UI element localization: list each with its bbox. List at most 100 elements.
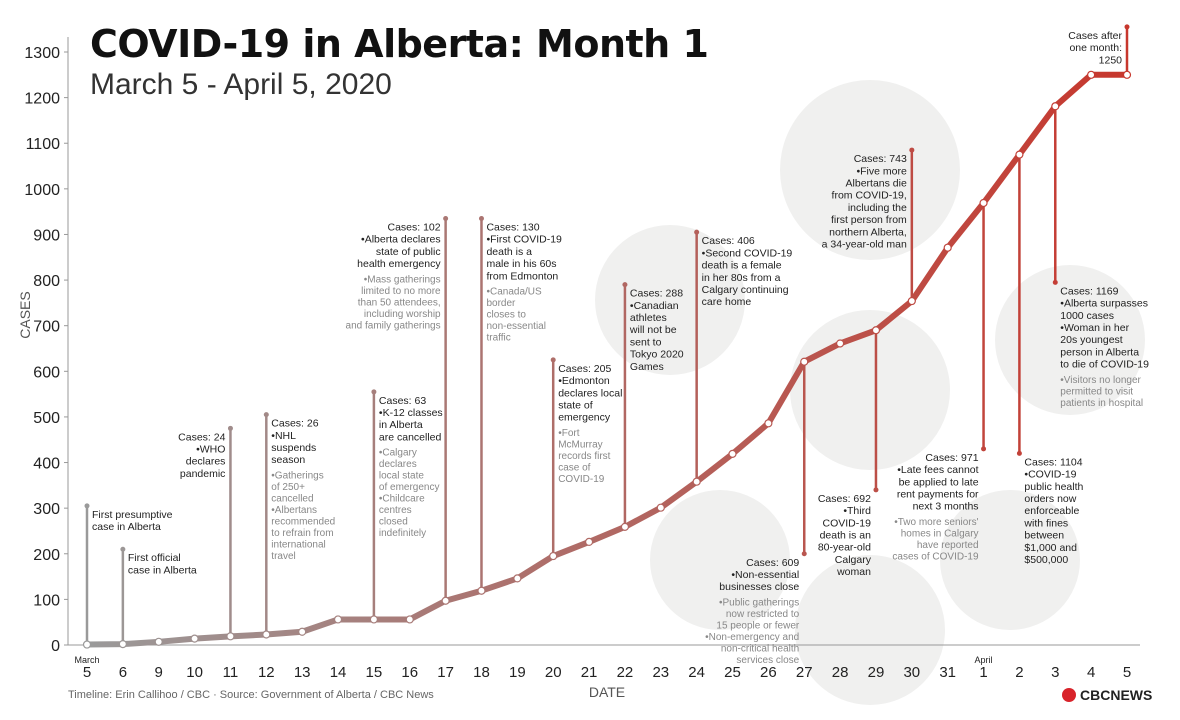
annotation-text: Cases: 24 — [178, 431, 225, 443]
annotation-text: Cases: 406 — [702, 235, 755, 247]
annotation-text: Cases: 288 — [630, 288, 683, 300]
x-tick-label: 11 — [223, 664, 239, 681]
annotation-text: $1,000 and — [1024, 542, 1077, 554]
annotation-text: •Alberta surpasses — [1060, 298, 1148, 310]
annotation-text: •NHL — [271, 430, 296, 442]
annotation-text: •Third — [843, 505, 871, 517]
annotation-text: Calgary continuing — [702, 284, 789, 296]
data-point — [728, 449, 737, 458]
annotation-note: of 250+ — [271, 482, 305, 493]
credit-line: Timeline: Erin Callihoo / CBC · Source: … — [68, 689, 434, 701]
annotation-text: •First COVID-19 — [486, 234, 562, 246]
annotation-text: athletes — [630, 312, 667, 324]
x-tick-label: 29 — [868, 664, 885, 681]
annotation-text: Cases: 205 — [558, 363, 611, 375]
annotation-stem-end — [1124, 24, 1130, 30]
annotation-text: in her 80s from a — [702, 272, 781, 284]
annotation-text: •Canadian — [630, 300, 679, 312]
y-tick-label: 1200 — [24, 91, 60, 108]
annotation-note: non-critical health — [721, 643, 799, 654]
annotation-note: cases of COVID-19 — [892, 551, 979, 562]
data-point — [298, 627, 307, 636]
chart-title: COVID-19 in Alberta: Month 1 — [90, 22, 709, 66]
annotation-text: northern Alberta, — [829, 226, 907, 238]
y-tick-label: 400 — [33, 456, 60, 473]
data-point — [441, 596, 450, 605]
y-tick-label: 200 — [33, 547, 60, 564]
data-point — [262, 630, 271, 639]
x-tick-label: 19 — [509, 664, 526, 681]
data-point — [1051, 102, 1060, 111]
annotation-text: rent payments for — [897, 488, 979, 500]
annotation-text: care home — [702, 296, 752, 308]
annotation-text: to die of COVID-19 — [1060, 359, 1149, 371]
x-tick-label: 4 — [1087, 664, 1095, 681]
x-tick-label: 31 — [939, 664, 956, 681]
x-tick-label: 9 — [155, 664, 163, 681]
annotation-text: declares — [186, 456, 226, 468]
annotation-note: •Childcare — [379, 494, 425, 505]
annotation-note: records first — [558, 451, 610, 462]
x-tick-label: 5 — [1123, 664, 1131, 681]
cases-line — [84, 71, 1130, 648]
x-tick-label: 1 — [979, 664, 987, 681]
y-tick-label: 900 — [33, 227, 60, 244]
annotation-text: Cases: 1169 — [1060, 285, 1118, 297]
annotation-note: closes to — [486, 309, 526, 320]
annotation-stem-end — [801, 551, 807, 557]
x-tick-label: 10 — [186, 664, 203, 681]
annotation-text: COVID-19 — [823, 517, 872, 529]
data-point — [800, 357, 809, 366]
annotation-note: border — [486, 298, 516, 309]
annotation-text: public health — [1024, 481, 1083, 493]
annotation-text: death is a female — [702, 260, 782, 272]
data-point — [118, 639, 127, 649]
data-point — [692, 477, 701, 486]
y-tick-label: 100 — [33, 592, 60, 609]
annotation-note: now restricted to — [726, 609, 800, 620]
x-tick-label: 23 — [652, 664, 669, 681]
x-tick-label: 21 — [581, 664, 598, 681]
annotation-text: suspends — [271, 442, 316, 454]
annotation-note: travel — [271, 551, 295, 562]
annotation-text: health emergency — [357, 258, 441, 270]
x-tick-label: 17 — [437, 664, 454, 681]
background-watermark — [595, 80, 1145, 705]
annotation-text: pandemic — [180, 468, 226, 480]
annotation-note: •Gatherings — [271, 470, 323, 481]
x-tick-label: 3 — [1051, 664, 1059, 681]
data-point — [405, 615, 414, 624]
annotation-note: closed — [379, 517, 408, 528]
month-label-march: March — [74, 655, 99, 665]
annotation-stem-end — [478, 215, 484, 221]
annotation-text: Albertans die — [846, 177, 907, 189]
data-point — [584, 537, 594, 547]
annotation-text: Calgary — [835, 554, 872, 566]
annotation-text: Cases after — [1068, 30, 1122, 42]
annotation-text: First official — [128, 552, 181, 564]
annotation-text: state of — [558, 400, 593, 412]
annotation-stem-end — [1016, 450, 1022, 456]
x-tick-label: 13 — [294, 664, 311, 681]
x-tick-label: 5 — [83, 664, 91, 681]
annotation-text: Cases: 971 — [925, 452, 978, 464]
chart-subtitle: March 5 - April 5, 2020 — [90, 68, 392, 101]
annotation-text: a 34-year-old man — [822, 238, 907, 250]
annotation-note: cancelled — [271, 493, 313, 504]
annotation-note: including worship — [364, 309, 441, 320]
annotation-text: death is a — [486, 246, 532, 258]
data-point — [513, 574, 522, 583]
annotation-text: next 3 months — [913, 501, 979, 513]
annotation-text: between — [1024, 530, 1064, 542]
x-tick-label: 28 — [832, 664, 849, 681]
annotation-text: •COVID-19 — [1024, 469, 1076, 481]
annotation-stem-end — [981, 446, 987, 452]
annotation-text: male in his 60s — [486, 258, 556, 270]
